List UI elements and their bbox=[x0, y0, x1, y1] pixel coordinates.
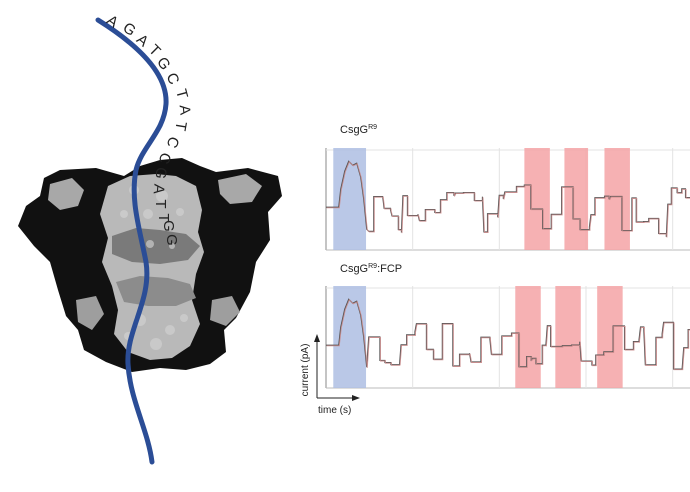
x-axis-label: time (s) bbox=[318, 405, 351, 416]
highlight-red-region bbox=[555, 286, 581, 388]
current-trace-line-overlay bbox=[326, 298, 690, 371]
trace-title: CsgGR9 bbox=[340, 124, 377, 136]
dna-base-letter: G bbox=[151, 166, 170, 180]
dna-base-letter: C bbox=[163, 134, 183, 150]
y-axis-arrowhead bbox=[314, 334, 320, 342]
pore-vestibule bbox=[112, 228, 200, 264]
dna-base-letter: A bbox=[103, 12, 121, 32]
dna-base-letter: T bbox=[172, 87, 191, 100]
pore-left-lobe-patch bbox=[48, 178, 84, 210]
y-axis-label: current (pA) bbox=[300, 344, 311, 397]
pore-core-light bbox=[100, 174, 204, 360]
x-axis-arrowhead bbox=[352, 395, 360, 401]
highlight-blue-region bbox=[333, 148, 367, 250]
highlight-red-region bbox=[597, 286, 623, 388]
current-trace-line bbox=[326, 160, 690, 237]
dna-base-letter: A bbox=[150, 183, 168, 194]
trace-panel: CsgGR9:FCP bbox=[325, 263, 690, 389]
pore-constriction bbox=[116, 276, 196, 306]
trace-title: CsgGR9:FCP bbox=[340, 263, 402, 275]
trace-title-suffix: :FCP bbox=[377, 263, 402, 275]
dna-base-letter: T bbox=[152, 199, 169, 208]
trace-title-main: CsgG bbox=[340, 124, 368, 136]
trace-title-sup: R9 bbox=[368, 263, 377, 270]
pore-left-lower-patch bbox=[76, 296, 104, 330]
current-trace-line-overlay bbox=[326, 160, 690, 238]
current-trace-line bbox=[326, 298, 690, 370]
trace-title-sup: R9 bbox=[368, 124, 377, 131]
trace-panel: CsgGR9 bbox=[325, 124, 690, 251]
dna-base-letter: T bbox=[171, 120, 189, 132]
pore-right-lobe-patch bbox=[218, 174, 262, 204]
trace-title-main: CsgG bbox=[340, 263, 368, 275]
dna-base-letter: G bbox=[163, 234, 180, 246]
axis-indicator: current (pA) time (s) bbox=[300, 334, 360, 416]
dna-base-letter: T bbox=[155, 213, 172, 222]
pore-right-lower-patch bbox=[210, 296, 240, 326]
highlight-red-region bbox=[604, 148, 630, 250]
highlight-red-region bbox=[524, 148, 550, 250]
highlight-red-region bbox=[564, 148, 589, 250]
dna-strand bbox=[95, 17, 169, 465]
dna-base-letter: A bbox=[176, 104, 194, 115]
dna-base-letter: G bbox=[160, 220, 177, 232]
highlight-blue-region bbox=[333, 286, 367, 388]
